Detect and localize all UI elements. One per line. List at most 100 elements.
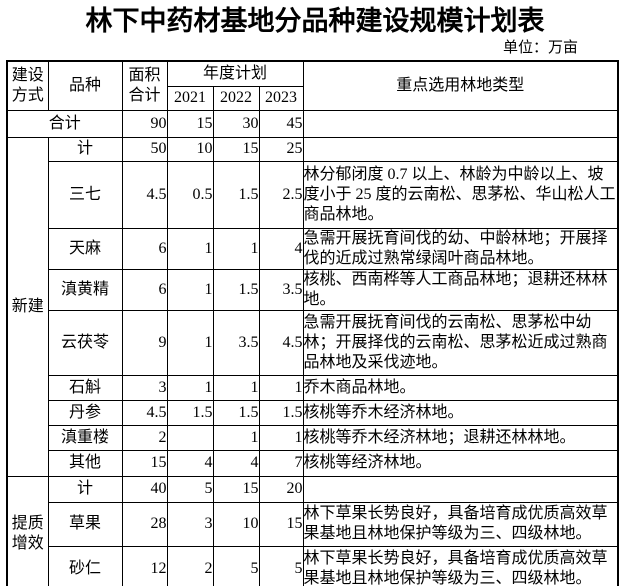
area-total-cell: 40 bbox=[121, 475, 168, 503]
grand-total-area: 90 bbox=[121, 109, 168, 138]
table-row: 丹参 4.5 1.5 1.5 1.5 核桃等乔木经济林地。 bbox=[7, 399, 619, 426]
year-2021-cell: 1 bbox=[166, 309, 214, 376]
table-row: 石斛 3 1 1 1 乔木商品林地。 bbox=[7, 374, 619, 401]
unit-note: 单位：万亩 bbox=[502, 40, 578, 56]
grand-total-forest bbox=[302, 109, 619, 138]
table-row: 提质增效 计 40 5 15 20 bbox=[6, 475, 619, 586]
year-2022-cell: 1.5 bbox=[212, 399, 260, 426]
forest-type-cell: 林下草果长势良好，具备培育成优质高效草果基地且林地保护等级为三、四级林地。 bbox=[302, 545, 619, 586]
header-build-method: 建设方式 bbox=[6, 60, 49, 111]
table-row: 天麻 6 1 1 4 急需开展抚育间伐的幼、中龄林地；开展择伐的近成过熟常绿阔叶… bbox=[7, 227, 619, 270]
year-2023-cell: 1.5 bbox=[258, 399, 304, 426]
forest-type-cell bbox=[302, 475, 619, 503]
year-2021-cell: 1 bbox=[166, 227, 214, 270]
area-total-cell: 6 bbox=[121, 268, 168, 311]
header-year-2023: 2023 bbox=[258, 85, 304, 111]
table-row: 三七 4.5 0.5 1.5 2.5 林分郁闭度 0.7 以上、林龄为中龄以上、… bbox=[7, 160, 619, 229]
variety-cell: 其他 bbox=[47, 449, 123, 477]
year-2021-cell: 0.5 bbox=[166, 160, 214, 229]
year-2022-cell: 1 bbox=[212, 227, 260, 270]
year-2023-cell: 4.5 bbox=[258, 309, 304, 376]
year-2022-cell: 15 bbox=[212, 475, 260, 503]
year-2022-cell: 1 bbox=[212, 424, 260, 451]
year-2022-cell: 1.5 bbox=[212, 160, 260, 229]
variety-cell: 丹参 bbox=[47, 399, 123, 426]
header-annual-plan: 年度计划 bbox=[166, 60, 304, 87]
year-2021-cell: 5 bbox=[166, 475, 214, 503]
header-variety: 品种 bbox=[47, 60, 123, 111]
table-row: 其他 15 4 4 7 核桃等经济林地。 bbox=[7, 449, 619, 477]
plan-table: 建设方式 品种 面积合计 年度计划 重点选用林地类型 2021 2022 202… bbox=[6, 60, 619, 586]
header-row-top: 建设方式 品种 面积合计 年度计划 重点选用林地类型 bbox=[6, 60, 619, 111]
year-2023-cell: 15 bbox=[258, 501, 304, 547]
year-2023-cell: 2.5 bbox=[258, 160, 304, 229]
forest-type-cell: 核桃等乔木经济林地。 bbox=[302, 399, 619, 426]
year-2022-cell: 15 bbox=[212, 136, 260, 162]
year-2023-cell: 25 bbox=[258, 136, 304, 162]
area-total-cell: 4.5 bbox=[121, 160, 168, 229]
year-2021-cell: 4 bbox=[166, 449, 214, 477]
grand-total-row: 合计 90 15 30 45 bbox=[6, 109, 619, 138]
table-row: 新建 计 50 10 15 25 bbox=[6, 136, 619, 477]
year-2022-cell: 5 bbox=[212, 545, 260, 586]
table-row: 滇黄精 6 1 1.5 3.5 核桃、西南桦等人工商品林地；退耕还林林地。 bbox=[7, 268, 619, 311]
area-total-cell: 4.5 bbox=[121, 399, 168, 426]
table-row: 草果 28 3 10 15 林下草果长势良好，具备培育成优质高效草果基地且林地保… bbox=[7, 501, 619, 547]
year-2022-cell: 1.5 bbox=[212, 268, 260, 311]
year-2021-cell: 1 bbox=[166, 374, 214, 401]
table-row: 滇重楼 2 1 1 核桃等乔木经济林地；退耕还林林地。 bbox=[7, 424, 619, 451]
year-2021-cell bbox=[166, 424, 214, 451]
year-2021-cell: 10 bbox=[166, 136, 214, 162]
year-2023-cell: 1 bbox=[258, 424, 304, 451]
variety-cell: 三七 bbox=[47, 160, 123, 229]
year-2021-cell: 2 bbox=[166, 545, 214, 586]
year-2023-cell: 1 bbox=[258, 374, 304, 401]
year-2023-cell: 7 bbox=[258, 449, 304, 477]
area-total-cell: 12 bbox=[121, 545, 168, 586]
forest-type-cell: 乔木商品林地。 bbox=[302, 374, 619, 401]
forest-type-cell: 林分郁闭度 0.7 以上、林龄为中龄以上、坡度小于 25 度的云南松、思茅松、华… bbox=[302, 160, 619, 229]
year-2023-cell: 4 bbox=[258, 227, 304, 270]
variety-cell: 滇重楼 bbox=[47, 424, 123, 451]
forest-type-cell: 急需开展抚育间伐的云南松、思茅松中幼林；开展择伐的云南松、思茅松近成过熟商品林地… bbox=[302, 309, 619, 376]
year-2022-cell: 1 bbox=[212, 374, 260, 401]
year-2022-cell: 10 bbox=[212, 501, 260, 547]
variety-cell: 计 bbox=[47, 136, 123, 162]
forest-type-cell: 核桃等经济林地。 bbox=[302, 449, 619, 477]
area-total-cell: 3 bbox=[121, 374, 168, 401]
area-total-cell: 15 bbox=[121, 449, 168, 477]
header-area-total: 面积合计 bbox=[121, 60, 168, 111]
grand-total-2022: 30 bbox=[212, 109, 260, 138]
area-total-cell: 28 bbox=[121, 501, 168, 547]
section-method-new-build: 新建 bbox=[6, 136, 49, 477]
year-2022-cell: 4 bbox=[212, 449, 260, 477]
section-method-quality-improve: 提质增效 bbox=[6, 475, 49, 586]
table-row: 砂仁 12 2 5 5 林下草果长势良好，具备培育成优质高效草果基地且林地保护等… bbox=[7, 545, 619, 586]
grand-total-2023: 45 bbox=[258, 109, 304, 138]
forest-type-cell: 急需开展抚育间伐的幼、中龄林地；开展择伐的近成过熟常绿阔叶商品林地。 bbox=[302, 227, 619, 270]
year-2023-cell: 5 bbox=[258, 545, 304, 586]
header-row-years: 2021 2022 2023 bbox=[7, 85, 618, 111]
table-row: 云茯苓 9 1 3.5 4.5 急需开展抚育间伐的云南松、思茅松中幼林；开展择伐… bbox=[7, 309, 619, 376]
area-total-cell: 50 bbox=[121, 136, 168, 162]
year-2023-cell: 20 bbox=[258, 475, 304, 503]
variety-cell: 滇黄精 bbox=[47, 268, 123, 311]
forest-type-cell: 核桃等乔木经济林地；退耕还林林地。 bbox=[302, 424, 619, 451]
variety-cell: 草果 bbox=[47, 501, 123, 547]
area-total-cell: 2 bbox=[121, 424, 168, 451]
grand-total-label: 合计 bbox=[6, 109, 123, 138]
year-2022-cell: 3.5 bbox=[212, 309, 260, 376]
variety-cell: 计 bbox=[47, 475, 123, 503]
area-total-cell: 9 bbox=[121, 309, 168, 376]
year-2021-cell: 1 bbox=[166, 268, 214, 311]
forest-type-cell: 林下草果长势良好，具备培育成优质高效草果基地且林地保护等级为三、四级林地。 bbox=[302, 501, 619, 547]
forest-type-cell bbox=[302, 136, 619, 162]
variety-cell: 天麻 bbox=[47, 227, 123, 270]
page-title: 林下中药材基地分品种建设规模计划表 bbox=[85, 6, 545, 36]
year-2021-cell: 3 bbox=[166, 501, 214, 547]
forest-type-cell: 核桃、西南桦等人工商品林地；退耕还林林地。 bbox=[302, 268, 619, 311]
variety-cell: 石斛 bbox=[47, 374, 123, 401]
header-year-2022: 2022 bbox=[212, 85, 260, 111]
header-forest-type: 重点选用林地类型 bbox=[302, 60, 619, 111]
